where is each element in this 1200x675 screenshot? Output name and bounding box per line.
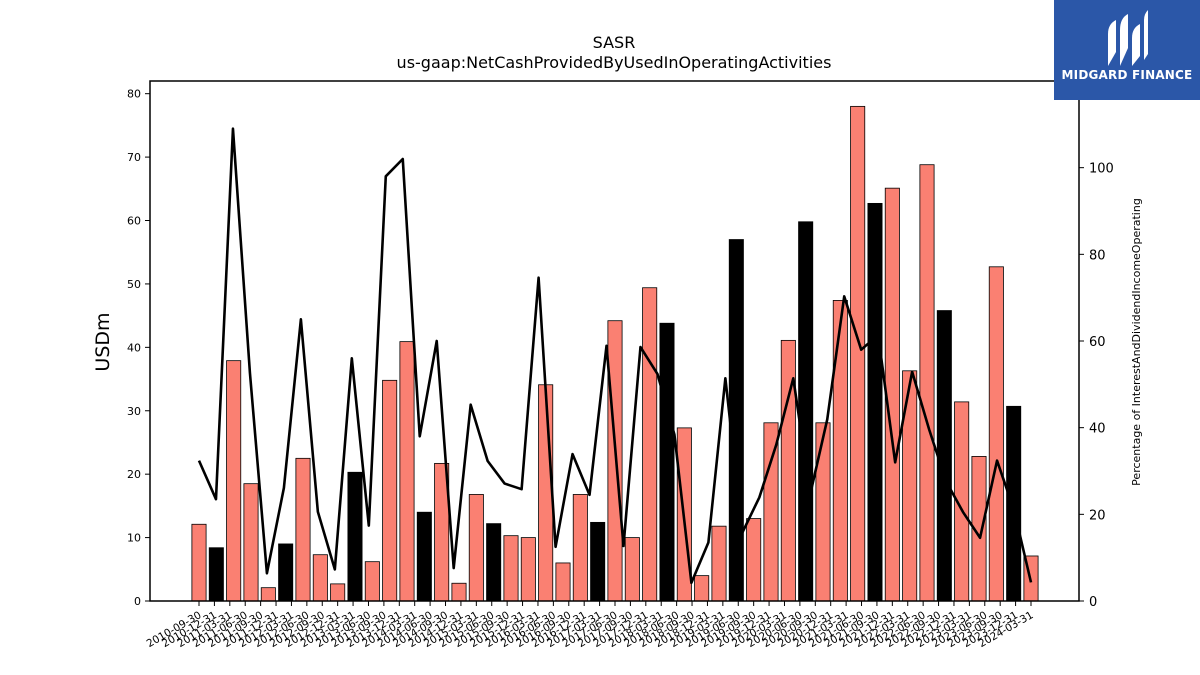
- bar: [382, 379, 398, 602]
- bar: [295, 457, 311, 602]
- brand-logo: MIDGARD FINANCE: [1054, 0, 1200, 100]
- bar: [191, 523, 207, 602]
- bar: [330, 583, 346, 602]
- bar: [538, 384, 554, 602]
- bar: [486, 523, 502, 602]
- bar: [867, 202, 883, 602]
- y-axis-label: USDm: [92, 312, 114, 371]
- bar: [416, 511, 432, 602]
- bar: [798, 221, 814, 602]
- y2-tick-label: 40: [1089, 422, 1106, 437]
- bar: [503, 535, 519, 602]
- y-tick-label: 40: [127, 341, 141, 354]
- series-line: [197, 127, 1033, 585]
- chart-title: SASR: [593, 33, 636, 52]
- bar: [746, 518, 762, 602]
- y-tick-label: 80: [127, 88, 141, 101]
- bar: [278, 543, 294, 602]
- bar: [555, 562, 571, 602]
- bar: [590, 521, 606, 602]
- bar: [451, 582, 467, 602]
- axes: 010203040506070800204060801002010-09-302…: [127, 88, 1114, 650]
- bar: [919, 164, 935, 602]
- y2-axis-label: Percentage of InterestAndDividendIncomeO…: [1130, 198, 1143, 486]
- y-tick-label: 30: [127, 405, 141, 418]
- y2-tick-label: 60: [1089, 335, 1106, 350]
- bar: [624, 537, 640, 602]
- y2-tick-label: 20: [1089, 508, 1106, 523]
- y-tick-label: 0: [134, 595, 141, 608]
- bar: [694, 575, 710, 602]
- bar: [1006, 405, 1022, 602]
- bar: [659, 322, 675, 602]
- bar: [243, 483, 259, 602]
- bar: [226, 360, 242, 602]
- bar: [832, 300, 848, 602]
- bar: [988, 266, 1004, 602]
- bar: [642, 287, 658, 602]
- bar: [572, 494, 588, 602]
- bar: [520, 537, 536, 602]
- bars: [191, 105, 1039, 602]
- y2-tick-label: 80: [1089, 248, 1106, 263]
- bar: [260, 587, 276, 602]
- bar: [312, 554, 328, 602]
- bar: [364, 561, 380, 602]
- bar: [468, 494, 484, 602]
- y2-tick-label: 100: [1089, 162, 1114, 177]
- logo-text: MIDGARD FINANCE: [1061, 68, 1193, 82]
- y-tick-label: 50: [127, 278, 141, 291]
- bar: [815, 422, 831, 602]
- y-tick-label: 20: [127, 468, 141, 481]
- y2-tick-label: 0: [1089, 595, 1097, 610]
- bar: [208, 547, 224, 602]
- y-tick-label: 10: [127, 532, 141, 545]
- bar: [850, 105, 866, 602]
- y-tick-label: 70: [127, 151, 141, 164]
- bar: [711, 525, 727, 602]
- y-tick-label: 60: [127, 215, 141, 228]
- plot-frame: [149, 80, 1080, 602]
- bar: [728, 239, 744, 602]
- bar: [936, 310, 952, 602]
- chart-subtitle: us-gaap:NetCashProvidedByUsedInOperating…: [397, 53, 832, 72]
- midgard-logo-icon: [1108, 10, 1148, 66]
- bar: [347, 471, 363, 602]
- bar: [399, 341, 415, 602]
- ratio-line: [197, 127, 1033, 585]
